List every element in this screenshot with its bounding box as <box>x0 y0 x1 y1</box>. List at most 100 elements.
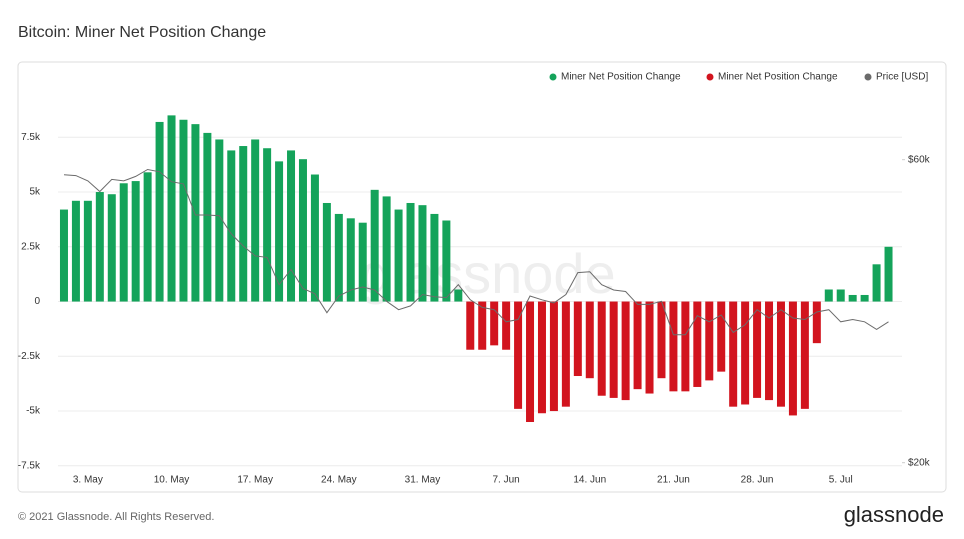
bar <box>346 218 355 302</box>
bar <box>741 301 750 405</box>
x-tick-label: 7. Jun <box>493 475 520 486</box>
x-tick-label: 21. Jun <box>657 475 690 486</box>
legend-marker <box>706 73 714 81</box>
bar <box>287 150 296 302</box>
y2-tick-label: $20k <box>908 457 931 468</box>
bar <box>788 301 797 416</box>
bar <box>143 172 152 302</box>
bar <box>824 289 833 302</box>
y2-tick-label: $60k <box>908 154 931 165</box>
bar <box>83 200 92 302</box>
bar <box>657 301 666 379</box>
x-tick-label: 24. May <box>321 475 357 486</box>
chart-frame <box>17 61 947 493</box>
bar <box>633 301 642 390</box>
bar <box>681 301 690 392</box>
bar <box>836 289 845 302</box>
bar <box>776 301 785 407</box>
bar <box>454 289 463 302</box>
bar <box>705 301 714 381</box>
bar <box>860 294 869 302</box>
y-tick-label: 7.5k <box>21 132 41 143</box>
watermark: glassnode <box>360 242 615 305</box>
bar <box>358 222 367 302</box>
y-tick-label: -7.5k <box>18 460 41 471</box>
x-tick-label: 3. May <box>73 475 103 486</box>
bar <box>322 202 331 302</box>
bar <box>119 183 128 302</box>
bar <box>215 139 224 302</box>
legend-marker <box>864 73 872 81</box>
bar <box>729 301 738 407</box>
footer: © 2021 Glassnode. All Rights Reserved. <box>18 511 214 523</box>
legend-label: Miner Net Position Change <box>718 72 838 83</box>
bar <box>275 161 284 302</box>
price-line <box>63 168 889 336</box>
legend-label: Price [USD] <box>876 72 928 83</box>
bar <box>848 294 857 302</box>
bar <box>167 115 176 302</box>
bar <box>59 209 68 302</box>
bar <box>263 148 272 302</box>
bar <box>95 192 104 302</box>
bar <box>179 119 188 302</box>
bar <box>717 301 726 372</box>
bar <box>490 301 499 346</box>
bar <box>71 200 80 302</box>
bar <box>585 301 594 379</box>
y-tick-label: -5k <box>26 406 41 417</box>
bar <box>514 301 523 409</box>
bar <box>645 301 654 394</box>
bar <box>370 189 379 302</box>
y-tick-label: 0 <box>34 296 40 307</box>
x-tick-label: 5. Jul <box>829 475 853 486</box>
x-tick-label: 10. May <box>154 475 190 486</box>
bar <box>131 181 140 302</box>
chart-title: Bitcoin: Miner Net Position Change <box>18 24 266 41</box>
x-tick-label: 28. Jun <box>741 475 774 486</box>
bar <box>573 301 582 377</box>
x-tick-label: 14. Jun <box>573 475 606 486</box>
y-tick-label: 2.5k <box>21 241 41 252</box>
logo: glassnode <box>844 502 944 527</box>
bar <box>597 301 606 396</box>
bar <box>382 196 391 302</box>
bar <box>418 205 427 302</box>
bar <box>609 301 618 398</box>
x-tick-label: 31. May <box>405 475 441 486</box>
bar <box>884 246 893 302</box>
bar <box>765 301 774 401</box>
bar <box>753 301 762 398</box>
bar <box>251 139 260 302</box>
bar <box>872 264 881 302</box>
bar <box>526 301 535 423</box>
bar <box>334 213 343 302</box>
bar <box>406 202 415 302</box>
bar <box>430 213 439 302</box>
bar <box>800 301 809 409</box>
x-tick-label: 17. May <box>237 475 273 486</box>
bar <box>537 301 546 414</box>
bar <box>298 159 307 302</box>
bar <box>466 301 475 350</box>
bar <box>107 194 116 302</box>
bar <box>669 301 678 392</box>
legend-label: Miner Net Position Change <box>561 72 681 83</box>
bar <box>227 150 236 302</box>
legend-marker <box>549 73 557 81</box>
bar <box>478 301 487 350</box>
bar <box>561 301 570 407</box>
bar <box>621 301 630 401</box>
bar <box>502 301 511 350</box>
bar <box>394 209 403 302</box>
bar <box>310 174 319 302</box>
bar <box>203 132 212 302</box>
y-tick-label: -2.5k <box>18 351 41 362</box>
y-tick-label: 5k <box>29 187 41 198</box>
bar <box>549 301 558 412</box>
bar <box>239 146 248 302</box>
bar <box>442 220 451 302</box>
bar <box>693 301 702 387</box>
bar <box>155 121 164 302</box>
